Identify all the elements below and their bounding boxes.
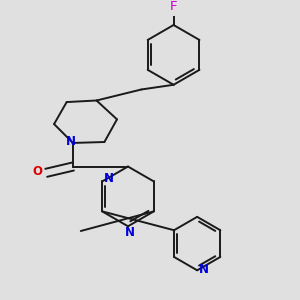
Text: N: N [199,263,209,276]
Text: F: F [170,0,177,13]
Text: N: N [65,135,75,148]
Text: O: O [32,165,42,178]
Text: N: N [124,226,135,239]
Text: N: N [104,172,114,185]
